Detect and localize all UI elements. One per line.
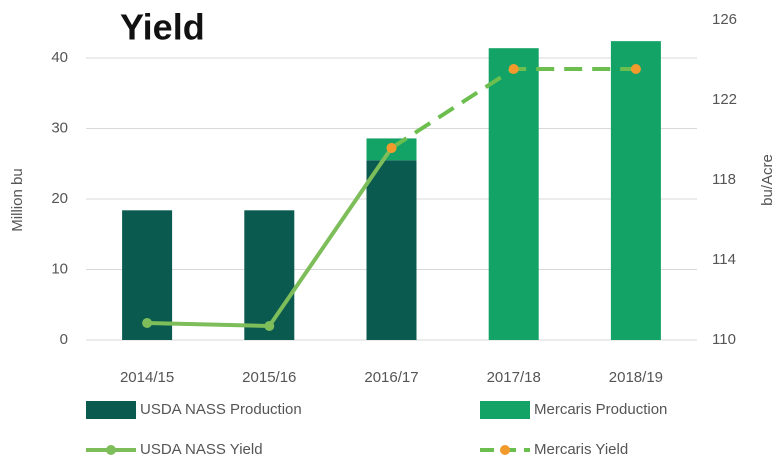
x-tick-label: 2017/18: [487, 369, 541, 386]
line-marker: [508, 64, 519, 74]
legend-label: Mercaris Yield: [534, 441, 628, 458]
line-marker: [386, 143, 397, 153]
line-marker: [264, 321, 275, 331]
bar: [610, 41, 661, 340]
y2-tick-label: 110: [712, 331, 736, 348]
x-tick-label: 2015/16: [242, 369, 296, 386]
y2-tick-label: 118: [712, 171, 736, 188]
y-tick-label: 0: [60, 331, 68, 348]
legend-marker: [500, 445, 510, 455]
x-tick-label: 2014/15: [120, 369, 174, 386]
y-tick-label: 20: [51, 190, 68, 207]
legend-marker: [106, 445, 116, 455]
y-axis-label: Million bu: [9, 168, 26, 231]
legend-swatch: [480, 401, 530, 419]
y2-tick-label: 126: [712, 11, 737, 28]
line-marker: [142, 318, 153, 328]
y2-tick-label: 122: [712, 91, 737, 108]
bar: [244, 210, 295, 340]
legend-label: USDA NASS Yield: [140, 441, 263, 458]
y2-axis-label: bu/Acre: [759, 154, 776, 206]
y2-tick-label: 114: [712, 251, 736, 268]
legend-swatch: [86, 401, 136, 419]
bar: [488, 48, 539, 340]
chart-title: Yield: [120, 7, 205, 48]
x-tick-label: 2016/17: [364, 369, 418, 386]
legend-label: USDA NASS Production: [140, 401, 302, 418]
x-tick-label: 2018/19: [609, 369, 663, 386]
bar: [366, 160, 417, 340]
y-tick-label: 10: [51, 260, 68, 277]
y-tick-label: 40: [51, 49, 68, 66]
legend-label: Mercaris Production: [534, 401, 667, 418]
line-marker: [630, 64, 641, 74]
y-tick-label: 30: [51, 120, 68, 137]
